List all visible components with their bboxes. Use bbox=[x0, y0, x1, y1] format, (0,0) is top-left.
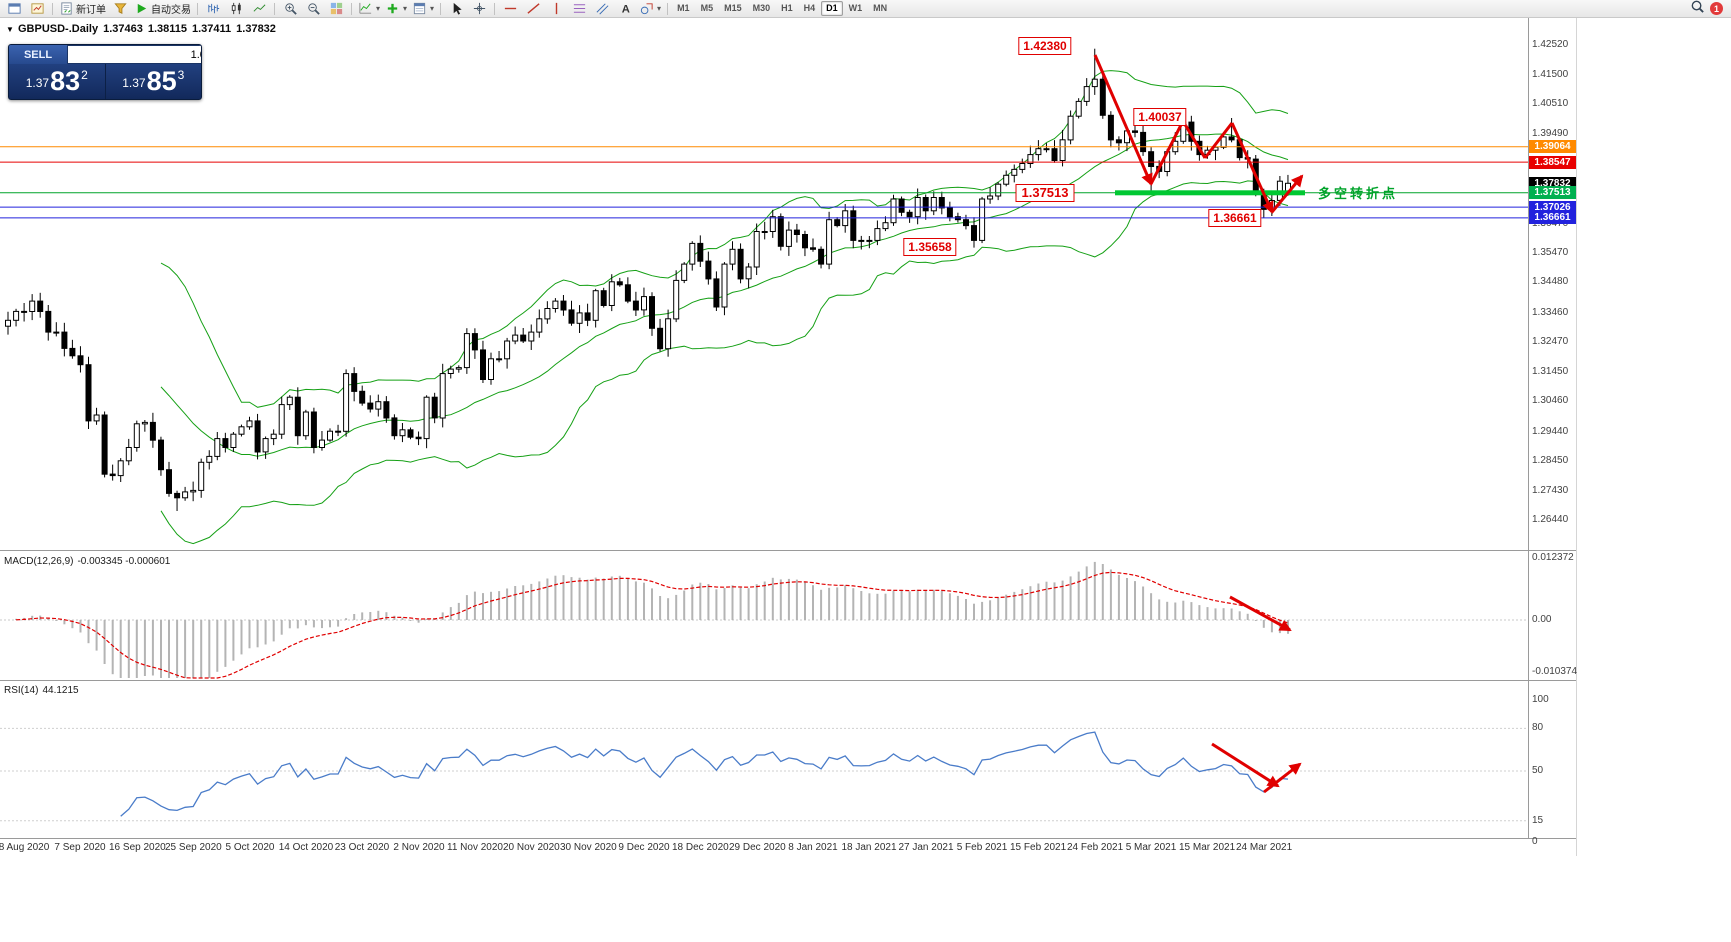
timeframe-h1[interactable]: H1 bbox=[781, 3, 793, 13]
svg-text:A: A bbox=[621, 3, 629, 15]
ohlc-low: 1.37411 bbox=[192, 23, 232, 35]
toolbar-separator bbox=[494, 2, 496, 15]
timeframe-mn[interactable]: MN bbox=[873, 3, 888, 13]
buy-price-prefix: 1.37 bbox=[122, 76, 146, 90]
toolbar: 新订单 自动交易 ▾ ▾ ▾ A ▾ M1 M5 M15 M30 H1 H4 D1 W1 MN 1 bbox=[0, 0, 1731, 18]
crosshair-icon[interactable] bbox=[468, 1, 490, 17]
funnel-icon[interactable] bbox=[109, 1, 131, 17]
bar-chart-icon[interactable] bbox=[202, 1, 224, 17]
volume-field: ▲▼ ▾ bbox=[67, 45, 201, 64]
trend-arrow[interactable] bbox=[1093, 54, 1153, 186]
toolbar-separator bbox=[52, 2, 53, 15]
ohlc-open: 1.37463 bbox=[103, 23, 143, 35]
timeframe-h4[interactable]: H4 bbox=[803, 3, 816, 13]
price-scale-line bbox=[1528, 18, 1529, 838]
toolbar-separator bbox=[667, 2, 669, 15]
macd-signal-line bbox=[16, 571, 1289, 679]
zoom-out-icon[interactable] bbox=[302, 1, 324, 17]
buy-price-big: 85 bbox=[146, 66, 177, 96]
support-zone[interactable] bbox=[1115, 190, 1305, 196]
ohlc-close: 1.37832 bbox=[236, 23, 276, 35]
windows-icon[interactable] bbox=[3, 1, 25, 17]
toolbar-separator bbox=[274, 2, 275, 15]
toolbar-right: 1 bbox=[1690, 0, 1728, 19]
volume-input[interactable] bbox=[68, 48, 201, 61]
profiles-icon[interactable] bbox=[26, 1, 48, 17]
chart-ohlc-info: GBPUSD-.Daily 1.37463 1.38115 1.37411 1.3783… bbox=[18, 23, 281, 35]
rsi-pane-title: RSI(14) 44.1215 bbox=[4, 685, 83, 696]
sell-price-prefix: 1.37 bbox=[25, 76, 50, 90]
timeframe-w1[interactable]: W1 bbox=[848, 3, 863, 13]
pane-splitter[interactable] bbox=[0, 680, 1576, 681]
macd-values: -0.003345 -0.000601 bbox=[77, 556, 171, 567]
ohlc-high: 1.38115 bbox=[147, 23, 187, 35]
buy-price-sup: 3 bbox=[177, 68, 185, 82]
notifications-badge[interactable]: 1 bbox=[1710, 2, 1723, 15]
zoom-in-icon[interactable] bbox=[279, 1, 301, 17]
channel-icon[interactable] bbox=[591, 1, 613, 17]
buy-price-button[interactable]: 1.37 85 3 bbox=[106, 64, 202, 99]
search-icon[interactable] bbox=[1690, 0, 1705, 19]
toolbar-separator bbox=[440, 2, 442, 15]
rsi-title: RSI(14) bbox=[4, 685, 39, 696]
toolbar-separator bbox=[197, 2, 198, 15]
time-axis-line bbox=[0, 838, 1576, 839]
candlestick-series bbox=[5, 48, 1291, 511]
macd-histogram bbox=[15, 561, 1289, 678]
hline-icon[interactable] bbox=[499, 1, 521, 17]
macd-pane-title: MACD(12,26,9) -0.003345 -0.000601 bbox=[4, 556, 174, 567]
rsi-value: 44.1215 bbox=[42, 685, 79, 696]
macd-title: MACD(12,26,9) bbox=[4, 556, 74, 567]
timeframe-m30[interactable]: M30 bbox=[752, 3, 771, 13]
trend-arrow[interactable] bbox=[1229, 595, 1292, 632]
toolbar-separator bbox=[351, 2, 352, 15]
indicators-icon[interactable]: ▾ bbox=[356, 1, 382, 17]
sell-price-sup: 2 bbox=[81, 68, 88, 82]
trend-arrow[interactable] bbox=[1211, 742, 1280, 788]
play-icon bbox=[134, 1, 149, 16]
chevron-down-icon: ▾ bbox=[403, 4, 408, 13]
trend-arrow[interactable] bbox=[1149, 120, 1185, 185]
timeframe-d1[interactable]: D1 bbox=[821, 1, 843, 16]
cursor-icon[interactable] bbox=[445, 1, 467, 17]
chevron-down-icon: ▾ bbox=[657, 4, 662, 13]
chart-symbol: GBPUSD-.Daily bbox=[18, 23, 99, 35]
new-order-button[interactable]: 新订单 bbox=[57, 1, 108, 17]
trend-arrow[interactable] bbox=[1181, 120, 1207, 159]
chevron-down-icon: ▾ bbox=[430, 4, 435, 13]
pane-splitter[interactable] bbox=[0, 550, 1576, 551]
sell-button[interactable]: SELL bbox=[9, 45, 67, 64]
fibonacci-icon[interactable] bbox=[568, 1, 590, 17]
trend-arrow[interactable] bbox=[1230, 122, 1274, 214]
window-edge bbox=[1576, 18, 1577, 856]
order-icon bbox=[59, 1, 74, 16]
sell-price-big: 83 bbox=[50, 66, 81, 96]
timeframe-m15[interactable]: M15 bbox=[724, 3, 742, 13]
trendline-icon[interactable] bbox=[522, 1, 544, 17]
timeframe-m1[interactable]: M1 bbox=[677, 3, 690, 13]
timeframe-m5[interactable]: M5 bbox=[700, 3, 714, 13]
candlestick-icon[interactable] bbox=[225, 1, 247, 17]
sell-price-button[interactable]: 1.37 83 2 bbox=[9, 64, 106, 99]
line-chart-icon[interactable] bbox=[248, 1, 270, 17]
trend-arrow[interactable] bbox=[1270, 174, 1304, 213]
trend-arrow[interactable] bbox=[1203, 122, 1234, 159]
vline-icon[interactable] bbox=[545, 1, 567, 17]
text-icon[interactable]: A bbox=[614, 1, 636, 17]
add-indicator-icon[interactable]: ▾ bbox=[383, 1, 409, 17]
tile-windows-icon[interactable] bbox=[325, 1, 347, 17]
rsi-line bbox=[120, 731, 1289, 817]
one-click-toggle-icon[interactable]: ▼ bbox=[6, 25, 14, 34]
autotrading-button[interactable]: 自动交易 bbox=[132, 1, 193, 17]
templates-icon[interactable]: ▾ bbox=[410, 1, 436, 17]
shapes-icon[interactable]: ▾ bbox=[637, 1, 663, 17]
trend-arrow[interactable] bbox=[1263, 762, 1302, 794]
chevron-down-icon: ▾ bbox=[376, 4, 381, 13]
